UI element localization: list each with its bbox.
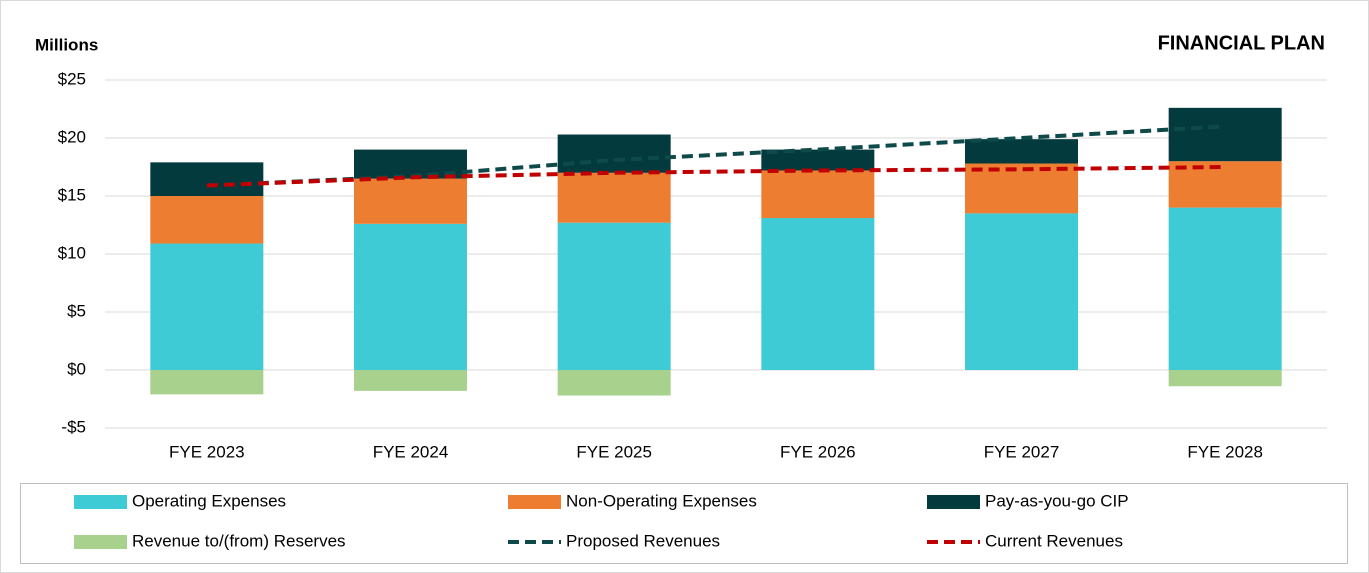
bar-segment [150,243,264,370]
bar-segment [354,370,467,391]
bar-segment [761,170,875,219]
bar-segment [150,196,264,244]
bar-segment [965,213,1078,370]
x-tick-label: FYE 2024 [373,442,449,461]
y-tick-label: $5 [67,301,86,320]
bar-segment [761,149,875,171]
legend-swatch [74,535,127,549]
bar-segment [1168,370,1282,387]
x-tick-label: FYE 2023 [169,442,245,461]
legend-box [20,483,1348,564]
x-tick-label: FYE 2028 [1187,442,1263,461]
legend-label: Current Revenues [985,531,1123,550]
bar-segment [354,223,467,370]
bar-segment [557,222,671,370]
legend-swatch [927,495,980,509]
y-tick-label: $10 [58,243,86,262]
bar-segment [1168,207,1282,370]
bar-segment [965,163,1078,214]
bar-segment [150,162,264,196]
x-tick-label: FYE 2026 [780,442,856,461]
y-tick-label: $25 [58,69,86,88]
bar-segment [354,178,467,224]
legend-swatch [508,495,561,509]
legend-label: Proposed Revenues [566,531,720,550]
bar-segment [557,370,671,396]
bar-segment [557,134,671,173]
bar-segment [1168,107,1282,162]
x-tick-label: FYE 2025 [576,442,652,461]
legend-label: Revenue to/(from) Reserves [132,531,346,550]
y-tick-label: $0 [67,359,86,378]
y-tick-label: $15 [58,185,86,204]
y-tick-label: -$5 [61,417,86,436]
legend-label: Pay-as-you-go CIP [985,491,1129,510]
bar-segment [761,218,875,370]
bar-segment [557,172,671,223]
bar-segment [150,370,264,395]
y-axis-label: Millions [35,35,98,54]
bar-segment [1168,161,1282,208]
y-tick-label: $20 [58,127,86,146]
x-tick-label: FYE 2027 [984,442,1060,461]
legend-label: Operating Expenses [132,491,286,510]
legend-swatch [74,495,127,509]
bar-segment [965,139,1078,164]
line [206,124,1226,188]
legend-label: Non-Operating Expenses [566,491,757,510]
chart-title: FINANCIAL PLAN [1158,32,1325,54]
